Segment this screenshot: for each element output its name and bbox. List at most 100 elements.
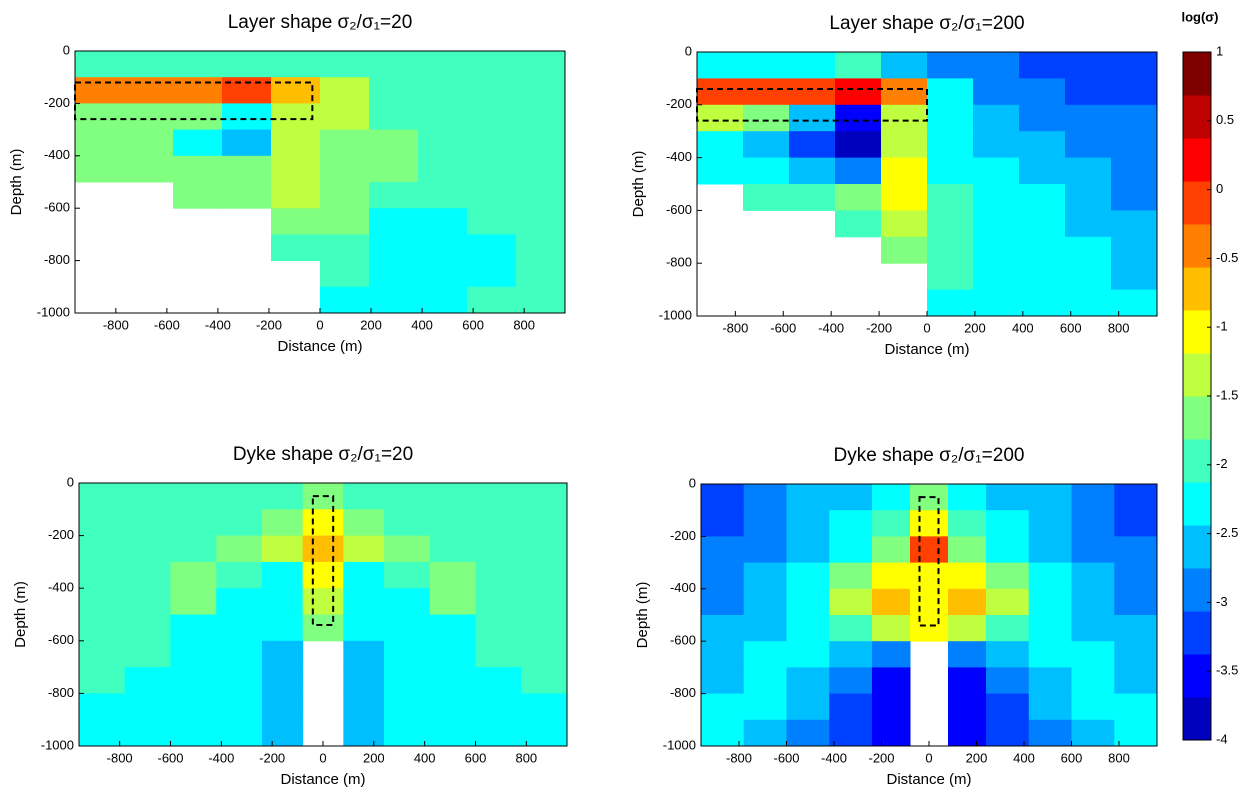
heatmap-cell xyxy=(475,640,522,668)
y-tick-label: -400 xyxy=(44,147,70,162)
heatmap-cell xyxy=(1114,536,1158,564)
heatmap-cell xyxy=(743,615,787,642)
heatmap-cell xyxy=(948,562,987,590)
y-tick-label: -600 xyxy=(48,632,74,647)
heatmap-cell xyxy=(124,561,171,589)
heatmap-cell xyxy=(170,693,217,721)
heatmap-cell xyxy=(789,131,836,159)
heatmap-cell xyxy=(343,535,385,563)
heatmap-cell xyxy=(262,640,304,668)
heatmap-cell xyxy=(872,562,911,590)
y-tick-label: 0 xyxy=(689,475,696,490)
y-tick-label: -600 xyxy=(670,633,696,648)
heatmap-cell xyxy=(320,208,370,235)
heatmap-cell xyxy=(124,693,171,721)
heatmap-cell xyxy=(1028,562,1072,590)
x-tick-label: 0 xyxy=(923,320,930,335)
heatmap-cell xyxy=(697,131,744,159)
chart-title: Layer shape σ₂/σ₁=20 xyxy=(228,12,413,33)
heatmap-cell xyxy=(79,483,126,510)
heatmap-cell xyxy=(475,535,522,563)
heatmap-cell xyxy=(701,484,745,511)
y-tick-label: -800 xyxy=(670,685,696,700)
heatmap-cell xyxy=(521,693,568,721)
heatmap-cell xyxy=(320,182,370,209)
colorbar-tick-label: -1 xyxy=(1216,319,1228,334)
heatmap-cell xyxy=(343,483,385,510)
heatmap-cell xyxy=(986,536,1030,564)
heatmap-cell xyxy=(973,210,1020,238)
heatmap-cell xyxy=(1019,210,1066,238)
heatmap-cell xyxy=(222,77,272,104)
y-tick-label: 0 xyxy=(685,43,692,58)
heatmap-cell xyxy=(369,260,419,288)
heatmap-cell xyxy=(927,157,974,185)
x-tick-label: -600 xyxy=(154,317,180,332)
heatmap-cell xyxy=(1111,184,1158,211)
heatmap-cell xyxy=(986,719,1030,747)
heatmap-cell xyxy=(786,693,830,721)
heatmap-cell xyxy=(475,483,522,510)
x-tick-label: 0 xyxy=(319,750,326,765)
heatmap-cell xyxy=(216,693,263,721)
heatmap-cell xyxy=(910,562,949,590)
heatmap-cell xyxy=(835,184,882,211)
heatmap-cell xyxy=(475,614,522,642)
heatmap-cell xyxy=(701,510,745,537)
colorbar-swatch xyxy=(1183,525,1211,569)
colorbar-tick-label: -4 xyxy=(1216,731,1228,746)
heatmap-cell xyxy=(789,157,836,185)
heatmap-cell xyxy=(124,640,171,668)
heatmap-cell xyxy=(973,184,1020,211)
heatmap-cell xyxy=(170,588,217,615)
heatmap-cell xyxy=(948,510,987,537)
heatmap-cell xyxy=(75,77,125,104)
heatmap-cell xyxy=(948,484,987,511)
colorbar-tick-label: 1 xyxy=(1216,43,1223,58)
heatmap-cell xyxy=(124,51,174,78)
heatmap-cell xyxy=(829,588,873,616)
heatmap-cell xyxy=(320,77,370,104)
heatmap-cell xyxy=(429,667,476,694)
colorbar-swatch xyxy=(1183,439,1211,483)
x-tick-label: 600 xyxy=(1060,320,1082,335)
y-tick-label: -200 xyxy=(44,95,70,110)
x-tick-label: -800 xyxy=(107,750,133,765)
heatmap-cell xyxy=(829,484,873,511)
y-tick-label: 0 xyxy=(63,42,70,57)
heatmap-cell xyxy=(429,561,476,589)
x-tick-label: 400 xyxy=(411,317,433,332)
heatmap-cell xyxy=(1114,719,1158,747)
heatmap-cell xyxy=(743,78,790,106)
heatmap-cell xyxy=(1019,157,1066,185)
heatmap-cell xyxy=(262,693,304,721)
heatmap-cell xyxy=(697,52,744,79)
heatmap-cell xyxy=(302,535,344,563)
colorbar-swatch xyxy=(1183,697,1211,741)
heatmap-cell xyxy=(369,77,419,104)
colorbar-swatch xyxy=(1183,95,1211,139)
heatmap-cell xyxy=(881,104,928,132)
heatmap-cell xyxy=(927,131,974,159)
heatmap-cell xyxy=(384,719,431,747)
heatmap-cell xyxy=(124,667,171,694)
heatmap-cell xyxy=(835,52,882,79)
heatmap-cell xyxy=(521,614,568,642)
heatmap-cell xyxy=(384,667,431,694)
heatmap-cell xyxy=(320,286,370,314)
heatmap-cell xyxy=(973,236,1020,264)
heatmap-cell xyxy=(173,155,223,183)
heatmap-cell xyxy=(475,719,522,747)
heatmap-cell xyxy=(872,719,911,747)
heatmap-cell xyxy=(384,561,431,589)
heatmap-cell xyxy=(216,483,263,510)
heatmap-cell xyxy=(789,184,836,211)
heatmap-cell xyxy=(418,286,468,314)
heatmap-cell xyxy=(1111,78,1158,106)
heatmap-cell xyxy=(1019,52,1066,79)
heatmap-cell xyxy=(320,155,370,183)
heatmap-cell xyxy=(1071,667,1115,695)
y-tick-label: -400 xyxy=(670,580,696,595)
heatmap-cell xyxy=(516,182,566,209)
heatmap-cell xyxy=(79,509,126,537)
